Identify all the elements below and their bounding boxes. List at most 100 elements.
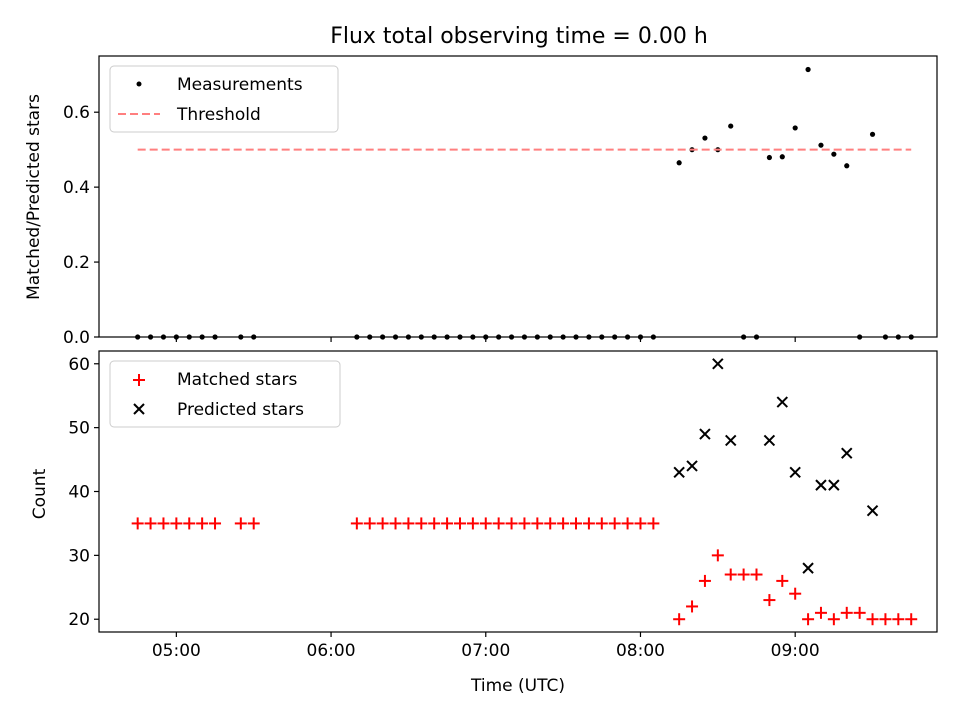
matched-star-point — [131, 517, 144, 530]
matched-star-point — [905, 613, 918, 626]
bottom-x-axis-label: Time (UTC) — [470, 676, 565, 696]
matched-star-point — [570, 517, 583, 530]
bottom-legend-box — [109, 360, 341, 428]
matched-star-point — [518, 517, 531, 530]
matched-star-point — [234, 517, 247, 530]
matched-star-point — [582, 517, 595, 530]
matched-star-point — [686, 600, 699, 613]
bottom-plot-marks — [131, 358, 918, 626]
predicted-star-point — [789, 466, 801, 479]
matched-star-point — [557, 517, 570, 530]
matched-star-point — [827, 613, 840, 626]
bottom-x-ticks: 05:00 06:00 07:00 08:00 09:00 — [152, 632, 820, 661]
matched-star-point — [608, 517, 621, 530]
top-plot-marks — [135, 66, 914, 340]
measurement-point — [869, 131, 876, 137]
matched-star-point — [866, 613, 879, 626]
matched-star-point — [157, 517, 170, 530]
matched-star-point — [724, 568, 737, 581]
legend-threshold-label: Threshold — [176, 105, 261, 125]
measurement-point — [805, 66, 811, 73]
matched-star-point — [814, 606, 827, 619]
matched-star-point — [428, 517, 441, 530]
top-panel: 0.0 0.2 0.4 0.6 Matched/Predicted stars Mea… — [24, 55, 938, 348]
matched-star-point — [389, 517, 402, 530]
predicted-star-point — [828, 479, 840, 491]
matched-star-point — [840, 606, 853, 619]
matched-star-point — [453, 517, 466, 530]
matched-star-point — [802, 613, 815, 626]
bottom-x-tick-label: 05:00 — [152, 641, 201, 661]
matched-star-point — [621, 517, 634, 530]
matched-star-point — [711, 549, 724, 562]
legend-matched-marker — [133, 374, 145, 386]
measurement-point — [818, 142, 824, 148]
matched-star-point — [505, 517, 518, 530]
bottom-x-tick-label: 06:00 — [307, 641, 356, 661]
predicted-star-point — [673, 466, 685, 479]
matched-star-point — [363, 517, 376, 530]
matched-star-point — [479, 517, 492, 530]
bottom-y-tick-label: 30 — [68, 546, 90, 566]
matched-star-point — [350, 517, 363, 530]
predicted-star-point — [725, 434, 737, 447]
matched-star-point — [466, 517, 479, 530]
matched-star-point — [441, 517, 454, 530]
matched-star-point — [247, 517, 260, 530]
bottom-y-tick-label: 20 — [68, 610, 90, 630]
matched-star-point — [544, 517, 557, 530]
top-legend: Measurements Threshold — [109, 65, 339, 133]
top-axes-frame — [98, 55, 938, 338]
predicted-star-point — [763, 434, 776, 447]
top-y-ticks: 0.0 0.2 0.4 0.6 — [63, 103, 99, 348]
predicted-star-point — [866, 504, 879, 517]
measurement-point — [844, 163, 850, 169]
matched-star-point — [415, 517, 428, 530]
measurement-point — [766, 154, 773, 161]
measurement-point — [831, 151, 837, 157]
bottom-y-ticks: 20 30 40 50 60 — [68, 355, 99, 630]
top-chart-title: Flux total observing time = 0.00 h — [330, 24, 708, 49]
matched-star-point — [170, 517, 183, 530]
measurement-point — [792, 125, 798, 131]
legend-predicted-marker — [133, 403, 145, 415]
measurement-point — [702, 135, 708, 141]
bottom-x-tick-label: 09:00 — [771, 641, 820, 661]
matched-star-point — [750, 568, 763, 581]
bottom-y-axis-label: Count — [30, 468, 50, 519]
bottom-y-tick-label: 50 — [68, 419, 90, 439]
matched-star-point — [647, 517, 660, 530]
matched-star-point — [892, 613, 905, 626]
measurement-point — [676, 160, 682, 166]
matched-star-point — [209, 517, 222, 530]
matched-star-point — [776, 574, 789, 587]
top-legend-box — [109, 65, 339, 133]
predicted-star-point — [841, 447, 853, 459]
matched-star-point — [634, 517, 647, 530]
bottom-y-tick-label: 60 — [68, 355, 90, 375]
matched-star-point — [789, 587, 802, 600]
matched-star-point — [879, 613, 892, 626]
bottom-x-tick-label: 07:00 — [461, 641, 510, 661]
predicted-star-point — [686, 460, 698, 472]
legend-matched-label: Matched stars — [177, 370, 297, 390]
legend-measurements-marker — [136, 81, 142, 87]
matched-star-point — [673, 613, 686, 626]
measurement-point — [728, 123, 734, 129]
matched-star-point — [492, 517, 505, 530]
top-y-tick-label: 0.6 — [63, 103, 90, 123]
predicted-star-point — [815, 479, 827, 491]
matched-star-point — [402, 517, 415, 530]
top-y-axis-label: Matched/Predicted stars — [24, 94, 44, 300]
top-y-tick-label: 0.4 — [63, 178, 90, 198]
top-y-tick-label: 0.2 — [63, 253, 90, 273]
bottom-y-tick-label: 40 — [68, 483, 90, 503]
matched-star-point — [144, 517, 157, 530]
matched-star-point — [595, 517, 608, 530]
matched-star-point — [196, 517, 209, 530]
matched-star-point — [183, 517, 196, 530]
bottom-x-tick-label: 08:00 — [616, 641, 665, 661]
matched-star-point — [698, 574, 711, 587]
matched-star-point — [853, 606, 866, 619]
